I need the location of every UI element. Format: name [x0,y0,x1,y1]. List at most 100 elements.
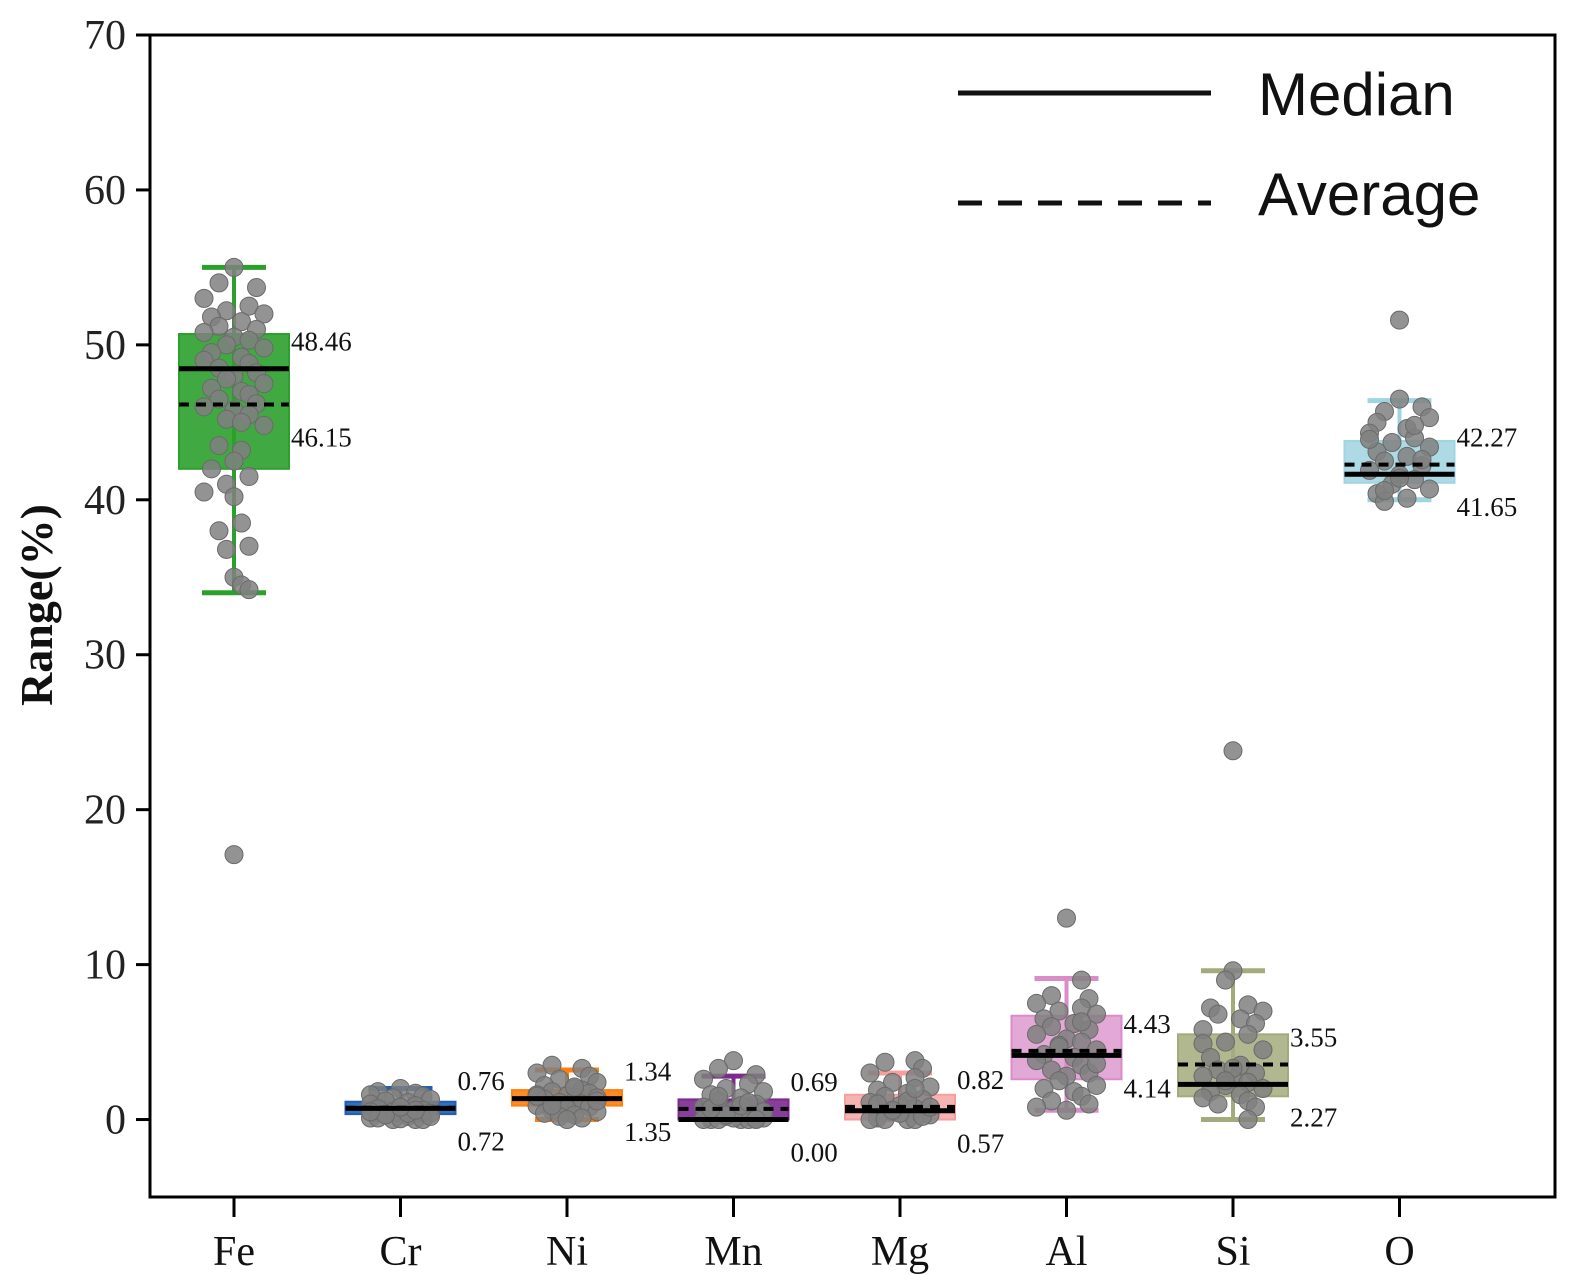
data-point-si [1223,741,1243,761]
y-tick-label: 20 [84,788,126,834]
median-value-label-al: 4.14 [1124,1073,1172,1103]
data-point-o [1397,488,1417,508]
data-point-al [1027,1097,1046,1117]
data-point-si [1238,1110,1258,1130]
y-axis-label: Range(%) [11,504,62,706]
mean-value-label-si: 3.55 [1290,1023,1337,1053]
data-point-fe [209,521,229,541]
data-point-o [1405,415,1424,435]
data-point-al [1072,1012,1091,1032]
median-value-label-ni: 1.35 [624,1117,671,1147]
x-tick-label-si: Si [1215,1229,1250,1275]
median-value-label-cr: 0.72 [458,1126,505,1156]
data-point-fe [239,536,259,556]
median-value-label-o: 41.65 [1457,492,1518,522]
axes: Fe Cr Ni Mn Mg Al Si O 0 10 20 30 40 50 60 70 [84,13,1557,1275]
x-tick-label-ni: Ni [546,1229,588,1275]
data-point-fe [232,513,251,533]
box-mg: 0.82 0.57 [844,1051,1004,1159]
y-tick-label: 10 [84,943,126,989]
y-tick-label: 60 [84,168,126,214]
data-point-fe [247,278,266,298]
data-point-fe [217,335,236,355]
data-point-fe [202,459,221,479]
data-point-o [1382,432,1402,452]
data-point-o [1390,310,1409,330]
x-tick-label-o: O [1384,1229,1414,1275]
data-point-al [1027,993,1046,1013]
legend-average-label: Average [1258,161,1480,228]
box-mn: 0.69 0.00 [677,1051,838,1168]
data-point-o [1375,481,1394,501]
mean-value-label-ni: 1.34 [624,1057,672,1087]
y-tick-label: 70 [84,13,126,59]
x-tick-label-mg: Mg [871,1229,929,1275]
data-point-fe [194,397,214,417]
data-point-mg [875,1052,895,1072]
plot-area: 48.46 46.15 0.76 0.72 1.34 1.35 0.69 0.000.820.… [178,257,1518,1168]
plot-frame [148,33,1557,1199]
data-point-ni [565,1077,584,1097]
data-point-al [1079,1094,1099,1114]
mean-value-label-o: 42.27 [1457,423,1518,453]
box-cr: 0.76 0.72 [344,1066,505,1156]
median-value-label-mn: 0.00 [791,1138,838,1168]
legend: Median Average [958,61,1480,228]
mean-value-label-cr: 0.76 [458,1066,505,1096]
data-point-al [1057,908,1076,928]
data-point-fe [239,467,259,487]
data-point-cr [361,1102,380,1122]
data-point-al [1049,1071,1069,1091]
data-point-al [1057,1100,1076,1120]
mean-value-label-mn: 0.69 [791,1067,838,1097]
x-tick-label-fe: Fe [213,1229,255,1275]
y-tick-label: 30 [84,633,126,679]
median-value-label-mg: 0.57 [957,1129,1004,1159]
data-point-fe [254,338,274,358]
data-point-mn [694,1069,713,1089]
x-tick-label-cr: Cr [380,1229,422,1275]
median-value-label-fe: 48.46 [291,327,352,357]
data-point-fe [194,288,214,308]
data-point-si [1216,1032,1235,1052]
data-point-al [1042,986,1061,1006]
data-point-fe [239,330,259,350]
data-point-mn [709,1058,728,1078]
data-point-fe [194,482,214,502]
data-point-fe [239,580,259,600]
data-point-al [1042,1017,1061,1037]
data-point-al [1087,1075,1106,1095]
legend-median-label: Median [1258,61,1455,128]
data-point-o [1420,408,1439,428]
data-point-fe [254,304,274,324]
data-point-fe [224,257,244,277]
mean-value-label-fe: 46.15 [291,423,352,453]
data-point-fe [224,487,244,507]
data-point-fe [217,539,236,559]
data-point-al [1087,1004,1106,1024]
y-tick-label: 0 [105,1098,126,1144]
box-fe: 48.46 46.15 [178,257,352,865]
data-point-al [1072,970,1091,990]
data-point-fe [254,374,274,394]
data-point-mg [860,1063,880,1083]
x-tick-label-al: Al [1046,1229,1088,1275]
data-point-al [1027,1024,1046,1044]
data-point-mn [724,1051,743,1071]
data-point-o [1390,389,1409,409]
data-point-si [1208,1004,1228,1024]
data-point-si [1238,1024,1258,1044]
data-point-mg [905,1079,925,1099]
box-si: 3.55 2.27 [1177,741,1337,1132]
x-tick-label-mn: Mn [704,1229,762,1275]
data-point-al [1049,1001,1069,1021]
data-point-fe [254,415,274,435]
box-ni: 1.34 1.35 [511,1055,672,1147]
data-point-mn [709,1086,728,1106]
data-point-fe [232,412,251,432]
data-point-fe [232,312,251,332]
y-tick-label: 50 [84,323,126,369]
data-point-fe [224,845,244,865]
data-point-si [1208,1094,1228,1114]
